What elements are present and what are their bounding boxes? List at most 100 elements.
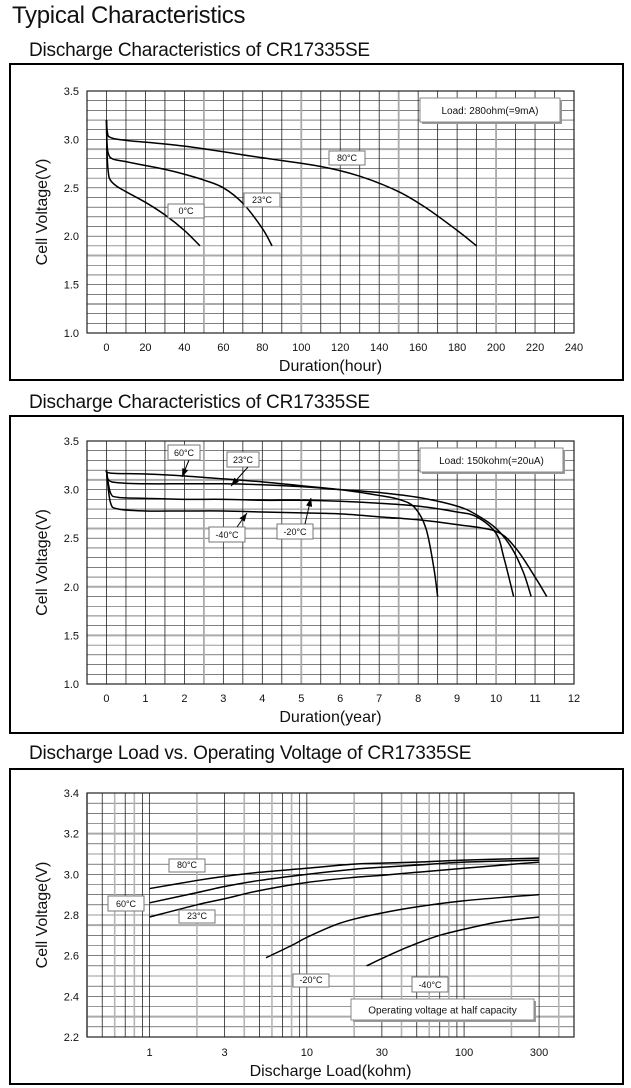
- chart-title-hour-discharge: Discharge Characteristics of CR17335SE: [29, 40, 370, 61]
- arrow-head-icon: [231, 477, 239, 486]
- series-label-box: [292, 973, 330, 988]
- series-label-40c: -40°C: [411, 976, 449, 993]
- chart-title-load-voltage: Discharge Load vs. Operating Voltage of …: [29, 743, 472, 764]
- page-title: Typical Characteristics: [12, 2, 246, 29]
- load-annotation: Load: 280ohm(=9mA): [419, 97, 562, 124]
- y-tick-label: 1.5: [64, 630, 79, 642]
- series-label-40c: -40°C: [208, 512, 248, 543]
- annotation-box: [419, 97, 561, 123]
- series-label-text: 80°C: [177, 860, 198, 870]
- y-tick-label: 3.0: [64, 134, 79, 146]
- y-tick-label: 1.5: [64, 280, 79, 292]
- series-label-box: [167, 444, 201, 461]
- x-tick-label: 180: [448, 342, 466, 354]
- x-tick-label: 100: [292, 342, 310, 354]
- series-label-80c: 80°C: [328, 150, 366, 166]
- x-tick-label: 3: [220, 693, 226, 705]
- x-tick-label: 10: [490, 693, 502, 705]
- y-axis-label: Cell Voltage(V): [34, 862, 51, 969]
- series-line-23c: [149, 861, 540, 918]
- series-label-23c: 23°C: [243, 192, 281, 208]
- x-axis-label: Discharge Load(kohm): [250, 1063, 412, 1080]
- x-axis-label: Duration(year): [279, 709, 381, 726]
- series-label-text: 23°C: [233, 455, 254, 465]
- x-tick-label: 7: [376, 693, 382, 705]
- x-tick-label: 30: [376, 1047, 388, 1059]
- x-tick-label: 2: [181, 693, 187, 705]
- y-tick-label: 3.2: [64, 829, 79, 841]
- x-tick-label: 1: [142, 693, 148, 705]
- plot-border: [86, 440, 575, 685]
- annotation-text: Load: 280ohm(=9mA): [441, 106, 538, 117]
- plot-border: [86, 792, 575, 1038]
- y-tick-label: 1.0: [64, 679, 79, 691]
- x-tick-label: 40: [178, 342, 190, 354]
- series-line-60c: [149, 859, 540, 904]
- chart-title-year-discharge: Discharge Characteristics of CR17335SE: [29, 392, 370, 413]
- x-tick-label: 120: [331, 342, 349, 354]
- series-line-20c: [105, 470, 515, 597]
- series-label-text: -20°C: [283, 527, 307, 537]
- arrow-head-icon: [239, 513, 247, 522]
- x-tick-label: 8: [415, 693, 421, 705]
- series-line-40c: [105, 470, 548, 597]
- y-tick-label: 3.5: [64, 86, 79, 98]
- series-label-text: 0°C: [178, 206, 194, 216]
- annotation-box: [350, 998, 535, 1021]
- grid: [86, 440, 575, 685]
- series-line-0c: [105, 120, 201, 247]
- series-label-text: -40°C: [418, 980, 442, 990]
- series-line-23c: [105, 470, 532, 597]
- x-tick-label: 220: [526, 342, 544, 354]
- x-tick-label: 0: [103, 693, 109, 705]
- y-axis-label: Cell Voltage(V): [34, 509, 51, 616]
- series-label-text: 23°C: [187, 911, 208, 921]
- x-axis-label: Duration(hour): [279, 358, 382, 375]
- arrow-head-icon: [306, 498, 313, 507]
- series-label-text: 23°C: [252, 195, 273, 205]
- chart-frame-year-discharge: 1.0 1.5 2.0 2.5 3.0 3.5 0 1 2 3 4 5 6 7 8 9 10 11 12 Durati…: [9, 415, 624, 734]
- x-tick-label: 140: [370, 342, 388, 354]
- series-label-box: [411, 976, 449, 993]
- y-tick-label: 3.0: [64, 869, 79, 881]
- chart-frame-load-voltage: 2.2 2.4 2.6 2.8 3.0 3.2 3.4 1 3 10 30 100 300 Dischar…: [9, 768, 624, 1085]
- series-label-box: [328, 150, 366, 166]
- y-tick-label: 2.8: [64, 910, 79, 922]
- x-tick-label: 0: [103, 342, 109, 354]
- arrow-head-icon: [182, 468, 189, 477]
- series-line-60c: [105, 469, 439, 597]
- series-line-80c: [105, 119, 478, 247]
- x-tick-label: 11: [529, 693, 540, 705]
- x-tick-label: 12: [568, 693, 580, 705]
- series-label-box: [208, 526, 246, 543]
- x-tick-label: 240: [565, 342, 583, 354]
- annotation-box: [419, 447, 564, 473]
- series-label-text: -40°C: [215, 530, 239, 540]
- series-line-20c: [265, 893, 540, 959]
- series-line-23c: [105, 120, 273, 247]
- series-label-60c: 60°C: [107, 895, 145, 912]
- series-line-80c: [149, 857, 540, 890]
- plot-border: [86, 90, 575, 334]
- y-axis-label: Cell Voltage(V): [34, 159, 51, 266]
- series-label-box: [243, 192, 281, 208]
- y-tick-label: 2.2: [64, 1032, 79, 1044]
- series-label-80c: 80°C: [168, 858, 206, 873]
- x-tick-label: 200: [487, 342, 505, 354]
- load-annotation: Load: 150kohm(=20uA): [419, 447, 565, 474]
- y-tick-label: 2.0: [64, 231, 79, 243]
- y-tick-label: 2.6: [64, 951, 79, 963]
- y-tick-label: 3.5: [64, 436, 79, 448]
- series-label-23c: 23°C: [226, 451, 260, 487]
- x-tick-label: 300: [530, 1047, 548, 1059]
- x-tick-label: 80: [256, 342, 268, 354]
- load-annotation: Operating voltage at half capacity: [350, 998, 536, 1022]
- chart-year-discharge: 1.01.52.02.53.03.50 1 2 3 4 5 6 7 8 9 10 11 12Durati…: [34, 436, 580, 726]
- series-label-text: 60°C: [174, 448, 195, 458]
- y-tick-label: 2.4: [64, 991, 79, 1003]
- series-label-box: [107, 895, 145, 912]
- series-label-23c: 23°C: [178, 909, 216, 924]
- y-tick-label: 2.0: [64, 582, 79, 594]
- series-line-40c: [366, 916, 540, 967]
- series-label-text: 60°C: [116, 899, 137, 909]
